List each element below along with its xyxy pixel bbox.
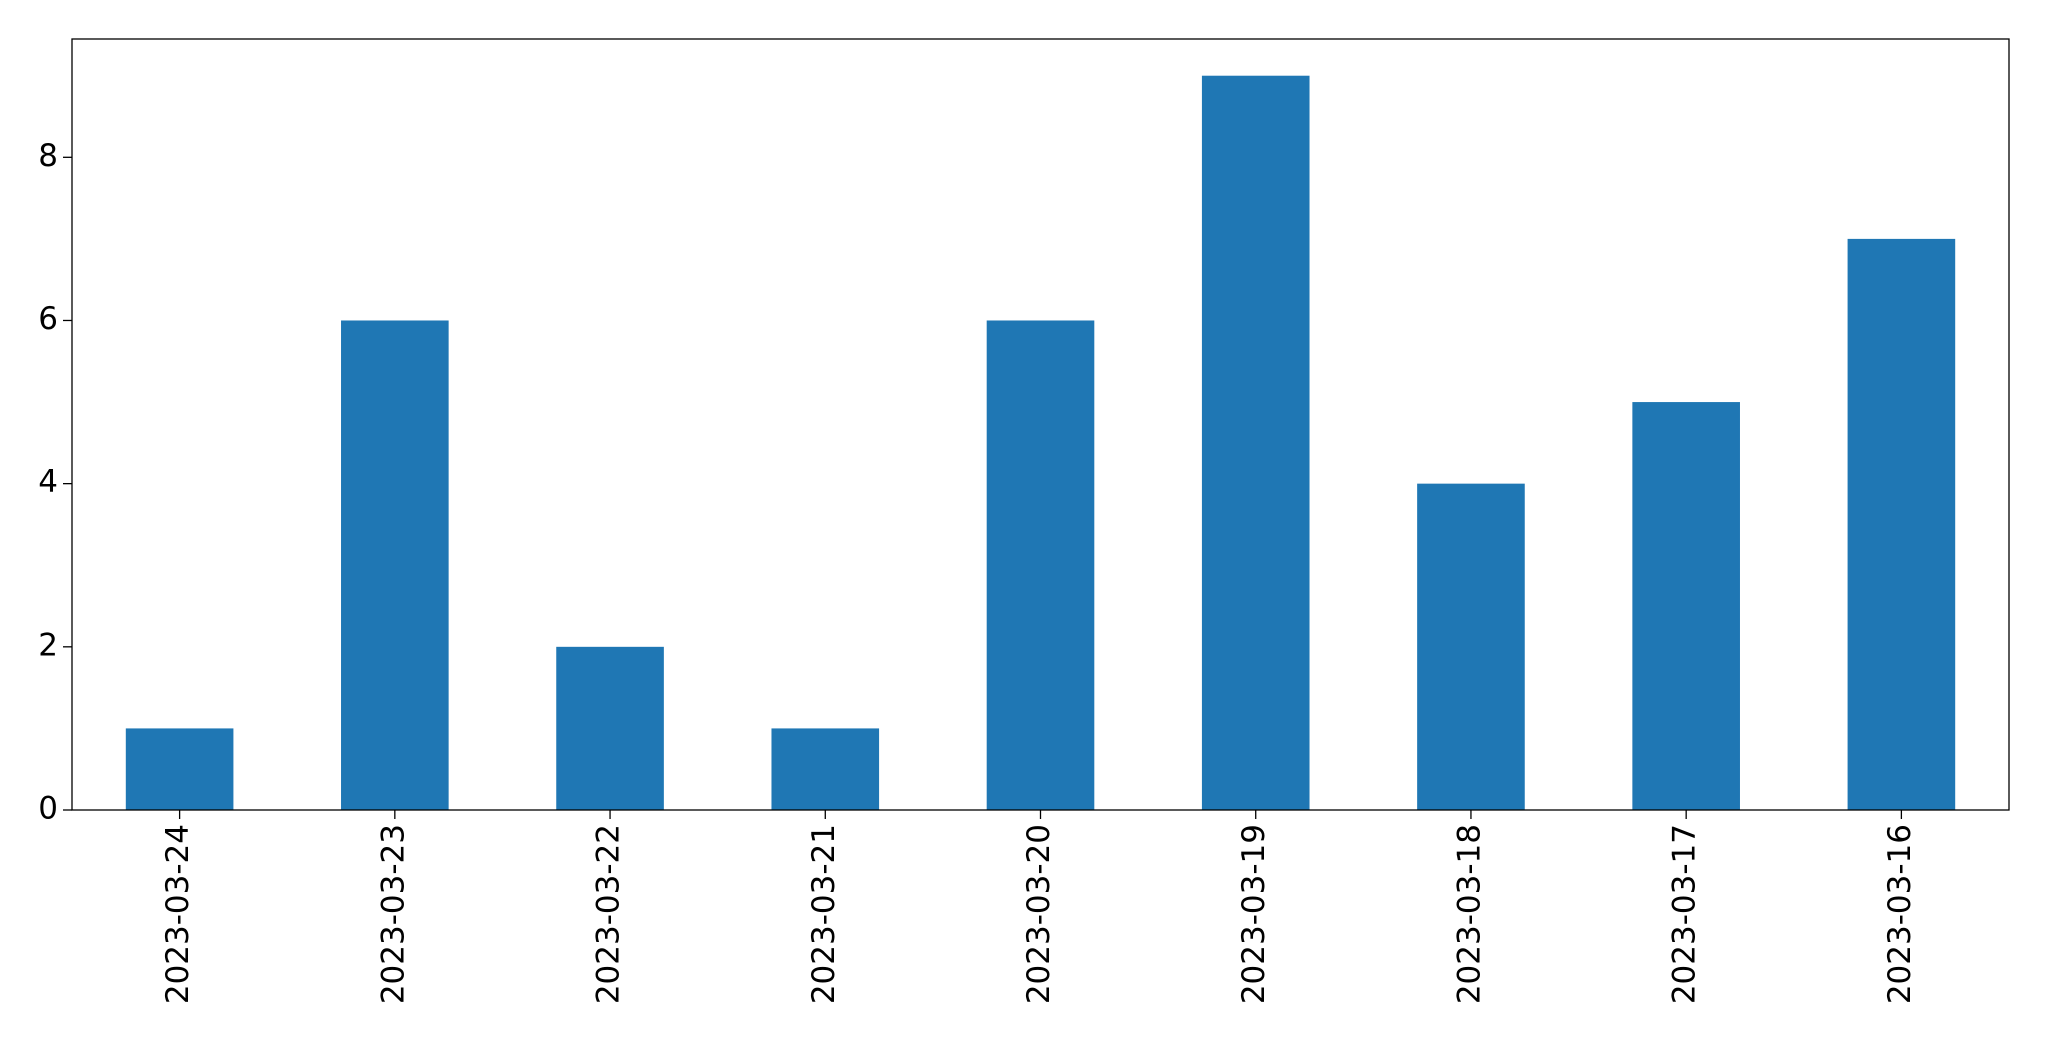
- bar: [125, 728, 234, 810]
- x-tick-label: 2023-03-17: [1667, 824, 1703, 1004]
- x-tick-label: 2023-03-24: [160, 824, 196, 1004]
- y-tick-label: 8: [38, 138, 58, 174]
- x-tick-label: 2023-03-22: [591, 824, 627, 1004]
- bar: [556, 646, 664, 810]
- bar: [1417, 483, 1525, 810]
- x-tick-label: 2023-03-18: [1451, 824, 1487, 1004]
- y-tick-label: 2: [38, 627, 58, 663]
- bar: [986, 320, 1095, 810]
- y-tick-label: 6: [38, 301, 58, 337]
- plot-frame: [71, 38, 2010, 811]
- x-tick-label: 2023-03-21: [806, 824, 842, 1004]
- bar: [771, 728, 880, 810]
- x-tick-label: 2023-03-16: [1882, 824, 1918, 1004]
- y-tick-label: 4: [38, 464, 58, 500]
- bar: [1847, 238, 1956, 810]
- x-tick-label: 2023-03-23: [375, 824, 411, 1004]
- x-tick-label: 2023-03-20: [1021, 824, 1057, 1004]
- bar: [341, 320, 449, 810]
- bar: [1201, 75, 1310, 810]
- bar: [1632, 402, 1740, 810]
- x-tick-label: 2023-03-19: [1236, 824, 1272, 1004]
- y-tick-label: 0: [38, 791, 58, 827]
